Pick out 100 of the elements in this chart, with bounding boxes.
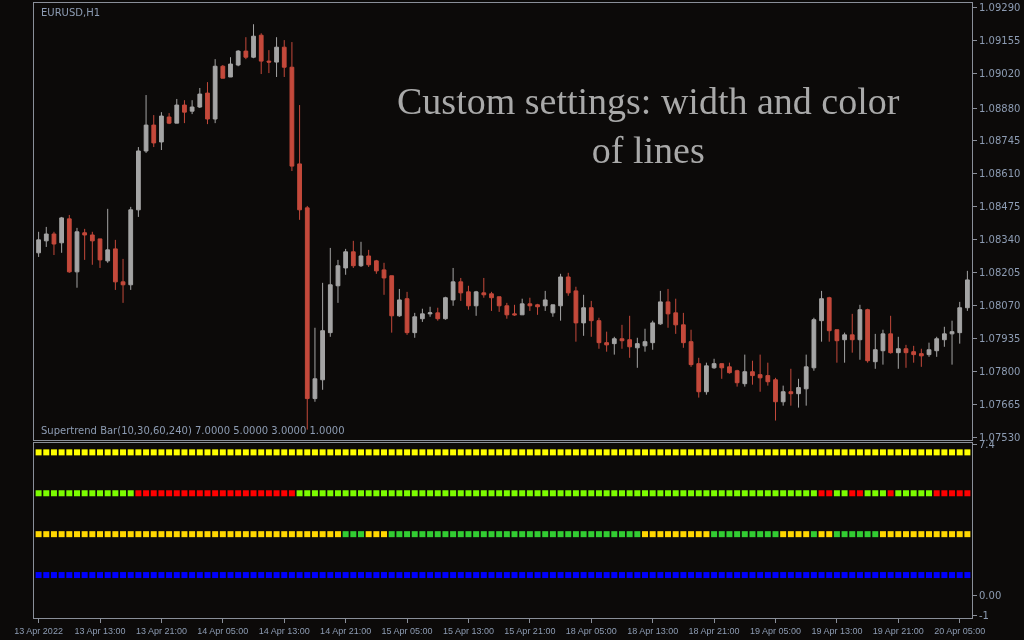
candlestick xyxy=(727,362,732,375)
candlestick xyxy=(527,297,533,312)
x-tick-label: 13 Apr 13:00 xyxy=(74,625,126,636)
candlestick xyxy=(796,378,801,409)
y-tick-label: 1.08340 xyxy=(979,234,1021,246)
candlestick xyxy=(197,87,203,109)
candlestick xyxy=(588,300,594,338)
candlestick xyxy=(880,329,886,366)
y-tick-label: 1.07800 xyxy=(979,366,1021,378)
candlestick xyxy=(657,290,663,326)
candlestick xyxy=(773,377,778,422)
candlestick xyxy=(673,298,679,335)
candlestick xyxy=(565,272,571,297)
x-tick-label: 13 Apr 2022 xyxy=(14,625,63,636)
candlestick xyxy=(166,112,172,125)
candlestick xyxy=(535,303,540,316)
candlestick xyxy=(43,226,49,248)
candlestick xyxy=(128,206,134,291)
candlestick xyxy=(719,363,725,380)
candlestick xyxy=(66,214,72,274)
y-tick-label: 1.08610 xyxy=(979,168,1021,180)
candlestick xyxy=(642,328,648,353)
candlestick xyxy=(849,313,855,354)
candlestick xyxy=(105,208,111,264)
candlestick xyxy=(97,238,103,269)
candlestick xyxy=(519,298,525,316)
annotation: Custom settings: width and color of lines xyxy=(397,80,900,172)
candlestick xyxy=(581,294,586,337)
candlestick xyxy=(757,354,763,393)
y-tick-label: 1.09020 xyxy=(979,68,1021,80)
candlestick xyxy=(688,329,694,368)
x-tick-label: 15 Apr 21:00 xyxy=(504,625,556,636)
candlestick xyxy=(373,259,379,275)
x-tick-label: 19 Apr 21:00 xyxy=(872,625,924,636)
chart-title: Supertrend Bar(10,30,60,240) 7.0000 5.0000 3.0000 1.0000 xyxy=(41,425,345,436)
candlestick xyxy=(826,296,832,343)
candlestick xyxy=(504,302,510,320)
y-tick-label: 1.08745 xyxy=(979,135,1021,147)
candlestick xyxy=(842,332,847,364)
candlestick xyxy=(466,285,471,311)
candlestick xyxy=(872,333,878,370)
y-tick-label: 1.09155 xyxy=(979,35,1021,47)
candlestick xyxy=(765,362,771,387)
candlestick xyxy=(857,304,863,361)
candlestick xyxy=(427,306,433,318)
chart-title: EURUSD,H1 xyxy=(41,7,101,18)
y-tick-label: -1 xyxy=(979,610,989,622)
candlestick xyxy=(742,354,748,388)
candlestick xyxy=(704,362,709,396)
candlestick xyxy=(381,262,387,296)
candlestick xyxy=(865,308,870,364)
candlestick xyxy=(941,326,947,348)
x-tick-label: 18 Apr 13:00 xyxy=(627,625,679,636)
y-tick-label: 1.08070 xyxy=(979,300,1021,312)
candlestick xyxy=(965,270,970,312)
candlestick xyxy=(404,291,410,336)
candlestick xyxy=(596,317,602,350)
candlestick xyxy=(82,228,88,261)
candlestick xyxy=(312,327,318,403)
y-tick-label: 1.08475 xyxy=(979,201,1021,213)
candlestick xyxy=(335,259,341,304)
candlestick xyxy=(918,348,924,368)
candlestick xyxy=(120,258,126,304)
y-tick-label: 0.00 xyxy=(979,590,1002,601)
candlestick xyxy=(281,39,287,78)
candlestick xyxy=(949,320,955,366)
x-tick-label: 15 Apr 05:00 xyxy=(381,625,433,636)
candlestick xyxy=(412,312,418,339)
candlestick xyxy=(911,345,917,364)
candlestick xyxy=(389,275,395,334)
candlestick xyxy=(396,288,402,318)
candlestick xyxy=(604,331,610,353)
y-tick-label: 1.08880 xyxy=(979,102,1021,114)
candlestick xyxy=(74,227,80,289)
x-tick-label: 18 Apr 05:00 xyxy=(565,625,617,636)
candlestick xyxy=(136,146,141,218)
candlestick xyxy=(895,336,901,370)
x-tick-label: 19 Apr 05:00 xyxy=(749,625,802,636)
candlestick xyxy=(711,358,717,370)
candlestick xyxy=(458,277,464,302)
candlestick xyxy=(627,315,633,359)
candlestick xyxy=(51,231,57,256)
x-tick-label: 14 Apr 05:00 xyxy=(197,625,249,636)
candlestick xyxy=(811,317,817,372)
candlestick xyxy=(59,216,65,254)
candlestick xyxy=(443,296,448,321)
candlestick xyxy=(696,357,702,399)
candlestick xyxy=(420,308,425,323)
candlestick xyxy=(550,304,556,318)
y-tick-label: 1.07665 xyxy=(979,399,1021,411)
candlestick xyxy=(350,240,356,269)
candlestick xyxy=(450,267,456,307)
candlestick xyxy=(788,368,794,407)
candlestick xyxy=(681,312,686,349)
x-tick-label: 15 Apr 13:00 xyxy=(442,625,494,636)
candlestick xyxy=(143,94,149,154)
candlestick xyxy=(435,307,441,322)
candlestick xyxy=(496,296,502,313)
candlestick xyxy=(174,98,180,124)
candlestick xyxy=(258,32,264,75)
